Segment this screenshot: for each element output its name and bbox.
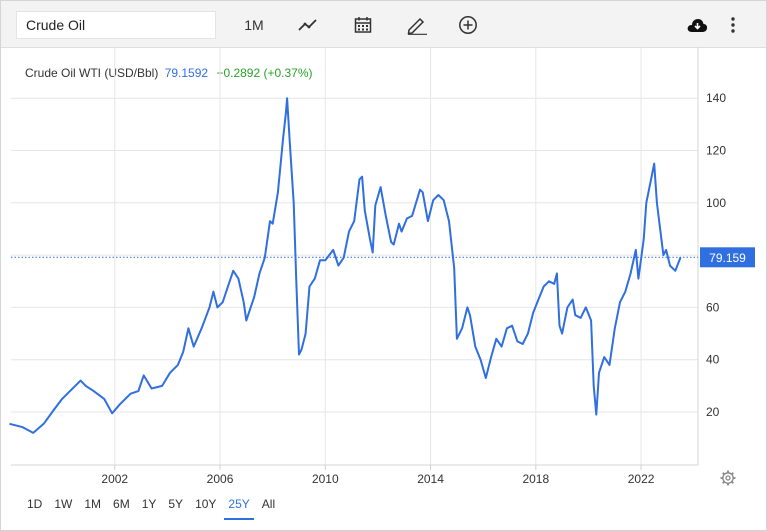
x-tick-label: 2022	[628, 472, 655, 486]
pencil-icon[interactable]	[405, 13, 429, 37]
range-button-10y[interactable]: 10Y	[195, 497, 217, 511]
symbol-search-input[interactable]: Crude Oil	[16, 11, 216, 39]
series-line	[9, 97, 682, 434]
series-price: 79.1592	[164, 66, 209, 80]
series-layer	[9, 97, 682, 434]
series-name: Crude Oil WTI (USD/Bbl)	[25, 66, 159, 80]
range-selector: 1D 1W 1M 6M 1Y 5Y 10Y 25Y All	[21, 492, 281, 522]
series-change: +0.2892 (+0.37%)	[216, 66, 313, 80]
more-options-icon[interactable]	[725, 13, 741, 37]
y-tick-label: 60	[706, 300, 720, 314]
range-button-5y[interactable]: 5Y	[168, 497, 184, 511]
range-button-6m[interactable]: 6M	[113, 497, 130, 511]
range-button-all[interactable]: All	[261, 497, 276, 511]
x-tick-label: 2010	[312, 472, 339, 486]
grid	[11, 47, 698, 465]
calendar-icon[interactable]	[352, 13, 374, 37]
y-tick-label: 20	[706, 405, 720, 419]
y-tick-label: 140	[706, 91, 726, 105]
x-tick-label: 2014	[417, 472, 444, 486]
range-button-1m[interactable]: 1M	[84, 497, 102, 511]
chart-legend: Crude Oil WTI (USD/Bbl) 79.1592 +0.2892 …	[25, 66, 313, 80]
chart-type-icon[interactable]	[297, 13, 319, 37]
cloud-download-icon[interactable]	[685, 13, 709, 37]
x-tick-label: 2002	[101, 472, 128, 486]
add-indicator-icon[interactable]	[457, 13, 479, 37]
settings-gear-icon[interactable]	[719, 469, 737, 487]
last-value-marker: 79.159	[11, 247, 755, 268]
range-button-1y[interactable]: 1Y	[141, 497, 157, 511]
x-tick-label: 2018	[522, 472, 549, 486]
line-chart-icon	[298, 19, 317, 31]
last-value-label: 79.159	[709, 251, 746, 265]
y-tick-label: 40	[706, 353, 720, 367]
axes: 2040608010012014020022006201020142018202…	[11, 47, 726, 486]
price-chart[interactable]: 2040608010012014020022006201020142018202…	[1, 1, 766, 491]
y-tick-label: 120	[706, 144, 726, 158]
range-button-1d[interactable]: 1D	[27, 497, 43, 511]
toolbar: Crude Oil 1M	[1, 1, 766, 48]
x-tick-label: 2006	[207, 472, 234, 486]
range-button-1w[interactable]: 1W	[54, 497, 73, 511]
y-tick-label: 100	[706, 196, 726, 210]
last-value-badge	[700, 247, 755, 268]
interval-selector[interactable]: 1M	[244, 17, 264, 33]
range-button-25y[interactable]: 25Y	[222, 492, 255, 520]
